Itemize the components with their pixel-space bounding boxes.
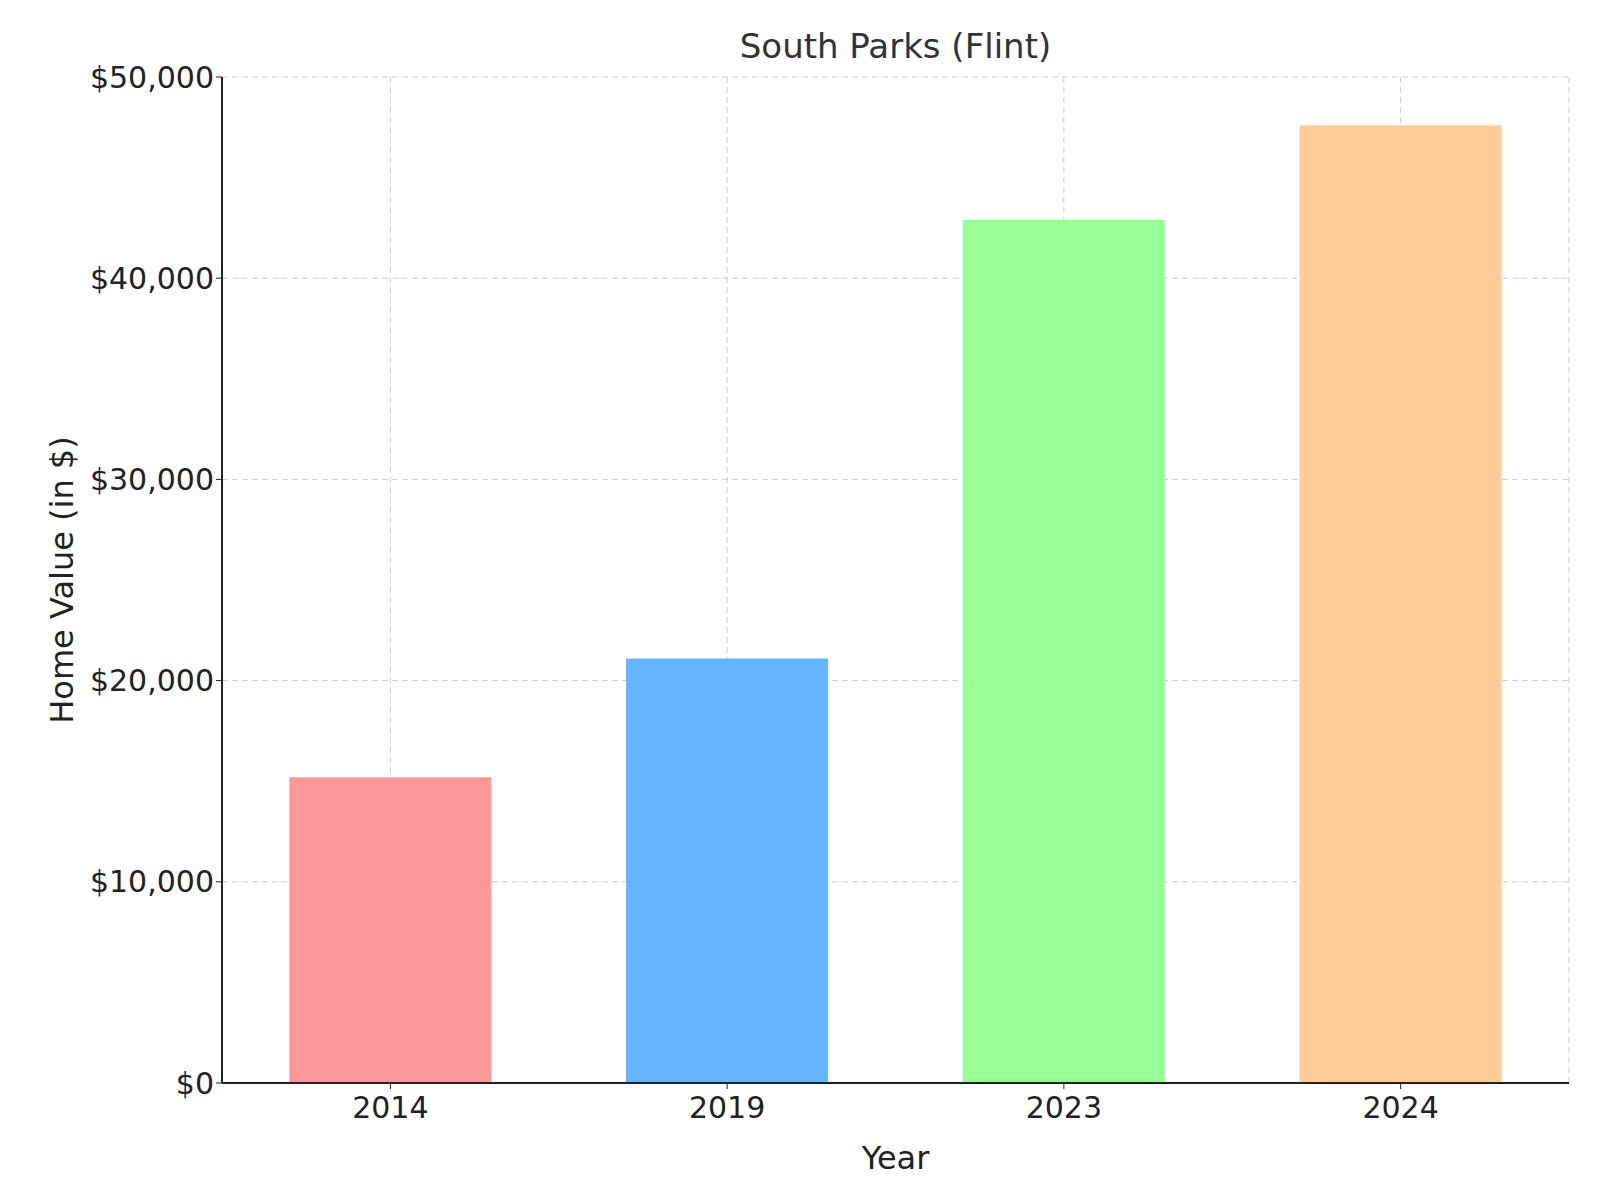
html-text:South Parks (Flint): South Parks (Flint) <box>739 26 1052 66</box>
svg-text:2014: 2014 <box>352 1090 428 1125</box>
svg-text:$40,000: $40,000 <box>90 261 214 296</box>
svg-text:$0: $0 <box>176 1066 214 1101</box>
svg-text:$30,000: $30,000 <box>90 462 214 497</box>
svg-text:$50,000: $50,000 <box>90 60 214 95</box>
svg-text:$20,000: $20,000 <box>90 663 214 698</box>
svg-text:Home Value (in $): Home Value (in $) <box>43 436 81 723</box>
svg-text:Year: Year <box>861 1139 931 1177</box>
svg-text:$10,000: $10,000 <box>90 864 214 899</box>
svg-text:2019: 2019 <box>689 1090 765 1125</box>
svg-text:2023: 2023 <box>1026 1090 1102 1125</box>
svg-text:2024: 2024 <box>1362 1090 1438 1125</box>
